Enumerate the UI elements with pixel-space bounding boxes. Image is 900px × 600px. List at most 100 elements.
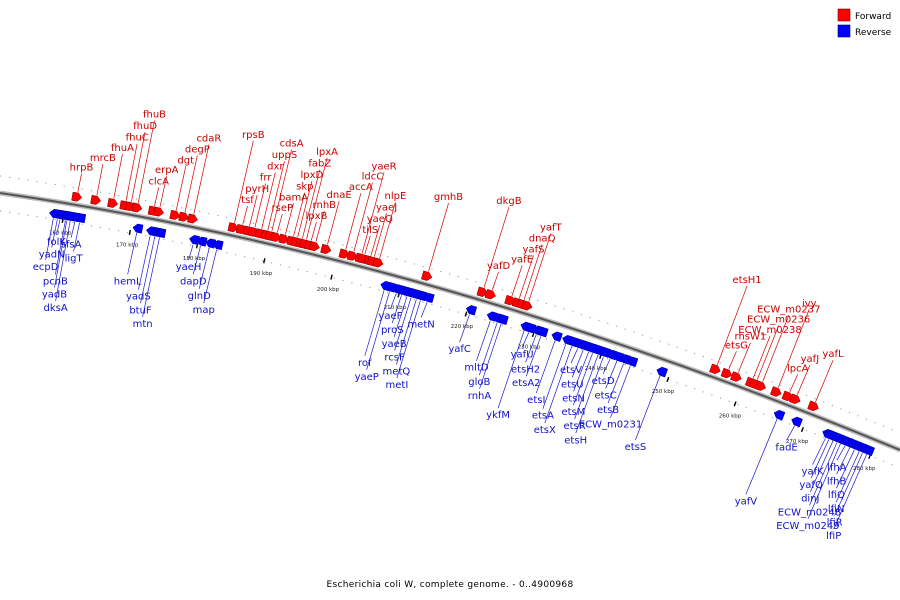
reverse-gene-label-etsS[interactable]: etsS <box>625 442 647 453</box>
forward-gene-degP[interactable] <box>178 211 190 222</box>
forward-gene-fhuA[interactable] <box>107 198 119 208</box>
forward-gene-label-rhsW1[interactable]: rhsW1 <box>735 332 767 343</box>
forward-gene-erpA[interactable] <box>153 206 165 217</box>
forward-gene-label-rpsB[interactable]: rpsB <box>242 130 265 141</box>
reverse-gene-label-btuF[interactable]: btuF <box>129 305 152 316</box>
forward-gene-ldcC[interactable] <box>346 250 358 261</box>
forward-gene-label-yafJ[interactable]: yafJ <box>801 354 820 365</box>
reverse-gene-label-hemL[interactable]: hemL <box>114 276 142 287</box>
forward-gene-label-hrpB[interactable]: hrpB <box>70 162 94 173</box>
reverse-gene-label-glnD[interactable]: glnD <box>188 291 211 302</box>
reverse-gene-label-mtn[interactable]: mtn <box>133 319 153 330</box>
forward-gene-label-cdsA[interactable]: cdsA <box>280 139 304 150</box>
reverse-gene-label-dinJ[interactable]: dinJ <box>801 494 819 505</box>
reverse-gene-label-dksA[interactable]: dksA <box>43 303 67 314</box>
reverse-gene-label-yafU[interactable]: yafU <box>511 350 534 361</box>
forward-gene-label-nlpE[interactable]: nlpE <box>385 191 407 202</box>
reverse-gene-label-metN[interactable]: metN <box>407 319 434 330</box>
reverse-gene-label-etsX[interactable]: etsX <box>534 425 556 436</box>
reverse-gene-label-folK[interactable]: folK <box>47 237 66 248</box>
forward-gene-label-ECW_m0238[interactable]: ECW_m0238 <box>738 325 801 336</box>
forward-gene-label-rseP[interactable]: rseP <box>272 203 294 214</box>
forward-gene-ECW_m0237[interactable] <box>754 380 767 391</box>
reverse-gene-rnhA[interactable] <box>497 314 509 326</box>
forward-gene-mrcB[interactable] <box>90 195 102 205</box>
forward-gene-label-gmhB[interactable]: gmhB <box>434 192 463 203</box>
reverse-gene-fadE[interactable] <box>791 416 803 428</box>
forward-gene-etsG[interactable] <box>720 367 733 379</box>
forward-gene-label-fabZ[interactable]: fabZ <box>308 159 331 170</box>
forward-gene-label-fhuD[interactable]: fhuD <box>133 121 157 132</box>
forward-gene-label-dgt[interactable]: dgt <box>177 155 194 166</box>
reverse-gene-label-yaeH[interactable]: yaeH <box>176 262 202 273</box>
reverse-gene-metN[interactable] <box>423 292 435 304</box>
reverse-gene-label-ecpD[interactable]: ecpD <box>33 262 59 273</box>
reverse-gene-label-map[interactable]: map <box>193 305 215 316</box>
forward-gene-label-dxr[interactable]: dxr <box>267 161 284 172</box>
forward-gene-label-yafE[interactable]: yafE <box>511 255 533 266</box>
reverse-gene-label-sfsA[interactable]: sfsA <box>61 240 82 251</box>
reverse-gene-label-yafQ[interactable]: yafQ <box>799 480 823 491</box>
forward-gene-label-fhuA[interactable]: fhuA <box>111 143 134 154</box>
reverse-gene-label-yadN[interactable]: yadN <box>39 250 65 261</box>
forward-gene-label-pyrH[interactable]: pyrH <box>245 184 269 195</box>
forward-gene-rpsB[interactable] <box>227 222 239 233</box>
reverse-gene-label-ykfM[interactable]: ykfM <box>486 410 510 421</box>
forward-gene-nlpE[interactable] <box>372 257 384 268</box>
forward-gene-dkgB[interactable] <box>476 286 488 297</box>
forward-gene-label-fhuC[interactable]: fhuC <box>126 133 149 144</box>
reverse-gene-label-rof[interactable]: rof <box>358 358 372 369</box>
forward-gene-label-rnhB[interactable]: rnhB <box>313 200 337 211</box>
reverse-gene-lfiP[interactable] <box>863 445 876 457</box>
forward-gene-rhsW1[interactable] <box>730 371 742 382</box>
forward-gene-hrpB[interactable] <box>71 191 83 202</box>
forward-gene-cdaR[interactable] <box>187 213 198 224</box>
forward-gene-label-accA[interactable]: accA <box>349 182 373 193</box>
forward-gene-label-yaeJ[interactable]: yaeJ <box>376 202 397 213</box>
forward-gene-yafL[interactable] <box>807 400 819 412</box>
reverse-gene-etsA2[interactable] <box>537 327 549 338</box>
forward-gene-label-lpxD[interactable]: lpxD <box>301 170 324 181</box>
forward-gene-label-uppS[interactable]: uppS <box>272 150 297 161</box>
forward-gene-label-lpxB[interactable]: lpxB <box>305 211 327 222</box>
forward-gene-label-bamA[interactable]: bamA <box>279 192 308 203</box>
reverse-gene-ligT[interactable] <box>75 213 87 224</box>
reverse-gene-label-yafK[interactable]: yafK <box>802 467 825 478</box>
reverse-gene-label-ECW_m0249[interactable]: ECW_m0249 <box>776 521 839 532</box>
forward-gene-label-dkgB[interactable]: dkgB <box>496 196 521 207</box>
forward-gene-label-ECW_m0236[interactable]: ECW_m0236 <box>747 315 810 326</box>
forward-gene-label-yafD[interactable]: yafD <box>487 261 511 272</box>
forward-gene-label-clcA[interactable]: clcA <box>148 177 169 188</box>
reverse-gene-label-etsH[interactable]: etsH <box>564 435 587 446</box>
forward-gene-ivy[interactable] <box>769 386 782 397</box>
reverse-gene-mtn[interactable] <box>155 228 167 239</box>
reverse-gene-label-rnhA[interactable]: rnhA <box>468 391 492 402</box>
reverse-gene-label-yaeF[interactable]: yaeF <box>378 311 402 322</box>
forward-gene-label-tilS[interactable]: tilS <box>362 225 378 236</box>
forward-gene-yafD[interactable] <box>484 288 496 300</box>
reverse-gene-label-lfiP[interactable]: lfiP <box>826 531 841 542</box>
reverse-gene-etsI[interactable] <box>551 331 563 342</box>
reverse-gene-label-yaeP[interactable]: yaeP <box>355 372 379 383</box>
forward-gene-label-yaeQ[interactable]: yaeQ <box>367 214 393 225</box>
forward-gene-label-frr[interactable]: frr <box>260 173 272 184</box>
forward-gene-label-lpcA[interactable]: lpcA <box>787 363 809 374</box>
forward-gene-label-etsH1[interactable]: etsH1 <box>733 275 762 286</box>
reverse-gene-label-yadS[interactable]: yadS <box>126 292 151 303</box>
reverse-gene-label-lfiQ[interactable]: lfiQ <box>828 490 845 501</box>
reverse-gene-label-etsA2[interactable]: etsA2 <box>512 378 541 389</box>
reverse-gene-yafC[interactable] <box>465 305 478 316</box>
reverse-gene-label-lfhB[interactable]: lfhB <box>827 476 847 487</box>
forward-gene-label-yafT[interactable]: yafT <box>540 223 563 234</box>
reverse-gene-label-lfhA[interactable]: lfhA <box>827 462 847 473</box>
reverse-gene-label-yadB[interactable]: yadB <box>42 290 67 301</box>
forward-gene-rseP[interactable] <box>270 231 282 242</box>
reverse-gene-label-gloB[interactable]: gloB <box>468 377 490 388</box>
forward-gene-label-ECW_m0237[interactable]: ECW_m0237 <box>757 304 820 315</box>
reverse-gene-label-dapD[interactable]: dapD <box>180 276 207 287</box>
reverse-gene-label-etsA[interactable]: etsA <box>532 411 554 422</box>
reverse-gene-label-etsN[interactable]: etsN <box>562 393 585 404</box>
forward-gene-rnhB[interactable] <box>308 241 320 252</box>
reverse-gene-label-etsV[interactable]: etsV <box>560 365 582 376</box>
reverse-gene-label-yaeB[interactable]: yaeB <box>382 339 407 350</box>
